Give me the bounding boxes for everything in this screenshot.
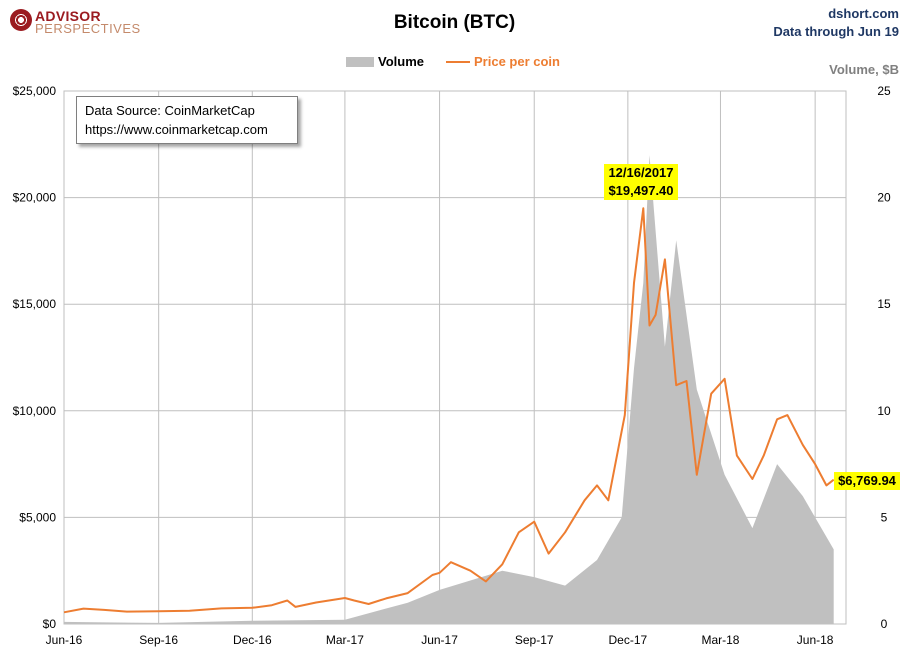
site-name: dshort.com <box>828 6 899 21</box>
price-line <box>63 207 835 614</box>
x-tick-label: Mar-17 <box>326 633 364 647</box>
y-right-tick-label: 5 <box>881 510 888 524</box>
data-source-url: https://www.coinmarketcap.com <box>85 122 268 137</box>
y-right-tick-label: 10 <box>877 404 891 418</box>
legend-volume-label: Volume <box>378 54 424 69</box>
peak-value-label: $19,497.40 <box>608 183 674 198</box>
volume-area <box>64 155 834 624</box>
legend-volume-swatch <box>346 57 374 67</box>
legend-price-label: Price per coin <box>474 54 560 69</box>
y-left-tick-label: $10,000 <box>13 404 57 418</box>
data-through-label: Data through Jun 19 <box>773 24 899 39</box>
axes: $0 0 $5,000 5 $10,000 10 $15,000 15 $20,000 20 $25… <box>13 84 891 647</box>
data-source-line: Data Source: CoinMarketCap <box>85 103 255 118</box>
y-left-tick-label: $5,000 <box>19 510 56 524</box>
y-right-tick-label: 25 <box>877 84 891 98</box>
x-tick-label: Sep-17 <box>515 633 554 647</box>
y-right-tick-label: 20 <box>877 191 891 205</box>
logo-line-1: ADVISOR <box>35 8 101 24</box>
peak-annotation: 12/16/2017 $19,497.40 <box>604 164 678 200</box>
legend-price-swatch <box>446 61 470 63</box>
x-tick-label: Dec-16 <box>233 633 272 647</box>
advisor-perspectives-logo: ADVISOR PERSPECTIVES <box>10 8 160 38</box>
volume-layer <box>64 155 834 624</box>
x-tick-label: Jun-16 <box>46 633 83 647</box>
x-tick-label: Jun-17 <box>421 633 458 647</box>
logo-line-2: PERSPECTIVES <box>35 21 141 36</box>
y-left-tick-label: $20,000 <box>13 191 57 205</box>
compass-icon <box>10 9 32 31</box>
last-price-annotation: $6,769.94 <box>834 472 900 490</box>
data-source-box: Data Source: CoinMarketCap https://www.c… <box>76 96 298 144</box>
x-tick-label: Jun-18 <box>797 633 834 647</box>
price-layer <box>63 207 835 614</box>
y-right-tick-label: 0 <box>881 617 888 631</box>
x-tick-label: Sep-16 <box>139 633 178 647</box>
right-axis-unit-label: Volume, $B <box>829 62 899 77</box>
y-left-tick-label: $0 <box>43 617 57 631</box>
y-right-tick-label: 15 <box>877 297 891 311</box>
chart-title: Bitcoin (BTC) <box>393 12 516 33</box>
x-tick-label: Mar-18 <box>701 633 739 647</box>
y-left-tick-label: $25,000 <box>13 84 57 98</box>
peak-date-label: 12/16/2017 <box>608 165 674 180</box>
x-tick-label: Dec-17 <box>609 633 648 647</box>
y-left-tick-label: $15,000 <box>13 297 57 311</box>
